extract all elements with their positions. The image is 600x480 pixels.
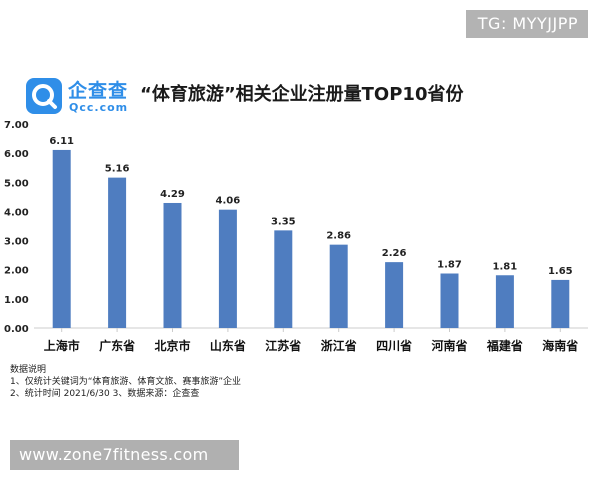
watermark-badge: TG: MYYJJPP <box>465 10 588 38</box>
x-tick-label: 海南省 <box>542 338 578 353</box>
x-tick-label: 上海市 <box>44 338 80 353</box>
bar <box>551 279 570 328</box>
chart-title: “体育旅游”相关企业注册量TOP10省份 <box>140 84 464 105</box>
bar <box>385 262 404 328</box>
data-label: 4.06 <box>216 196 241 207</box>
y-tick-label: 0.00 <box>4 324 29 335</box>
x-tick-label: 四川省 <box>376 338 412 353</box>
bar <box>108 177 127 328</box>
x-tick-label: 河南省 <box>430 338 467 353</box>
notes-line-2: 2、统计时间 2021/6/30 3、数据来源：企查查 <box>10 389 200 399</box>
data-notes: 数据说明 1、仅统计关键词为“体育旅游、体育文旅、赛事旅游”企业 2、统计时间 … <box>10 364 241 400</box>
notes-heading: 数据说明 <box>10 365 47 375</box>
data-label: 2.26 <box>382 248 407 259</box>
data-label: 4.29 <box>160 189 185 200</box>
x-tick-label: 山东省 <box>210 338 246 353</box>
y-tick-label: 3.00 <box>4 237 29 248</box>
bar <box>274 230 293 328</box>
logo-domain: Qcc.com <box>69 101 129 114</box>
data-label: 6.11 <box>49 136 74 147</box>
x-tick-label: 福建省 <box>486 338 523 353</box>
website-watermark: www.zone7fitness.com <box>10 440 239 470</box>
x-tick-label: 北京市 <box>154 338 190 353</box>
bar <box>495 275 514 328</box>
x-tick-label: 浙江省 <box>321 338 357 353</box>
y-tick-label: 1.00 <box>4 295 29 306</box>
data-label: 2.86 <box>326 231 351 242</box>
y-tick-label: 5.00 <box>4 178 29 189</box>
data-label: 1.87 <box>437 260 462 271</box>
data-label: 1.81 <box>493 261 518 272</box>
bar <box>218 209 237 328</box>
bar-chart: 0.00 1.00 2.00 3.00 4.00 5.00 6.00 7.00 6.11 上海市 5… <box>4 120 588 353</box>
y-tick-label: 6.00 <box>4 149 29 160</box>
notes-line-1: 1、仅统计关键词为“体育旅游、体育文旅、赛事旅游”企业 <box>10 377 242 387</box>
y-tick-label: 2.00 <box>4 266 29 277</box>
x-tick-label: 广东省 <box>99 338 135 353</box>
logo-name: 企查查 <box>68 80 129 102</box>
qcc-logo: 企查查 Qcc.com <box>26 76 136 120</box>
data-label: 3.35 <box>271 216 296 227</box>
y-tick-label: 7.00 <box>4 120 29 131</box>
bar <box>52 149 71 328</box>
y-tick-label: 4.00 <box>4 207 29 218</box>
bar <box>163 202 182 328</box>
qcc-logo-icon <box>26 78 62 114</box>
bar <box>329 244 348 328</box>
data-label: 5.16 <box>105 164 130 175</box>
data-label: 1.65 <box>548 266 573 277</box>
bar <box>440 273 459 328</box>
x-tick-label: 江苏省 <box>265 338 301 353</box>
